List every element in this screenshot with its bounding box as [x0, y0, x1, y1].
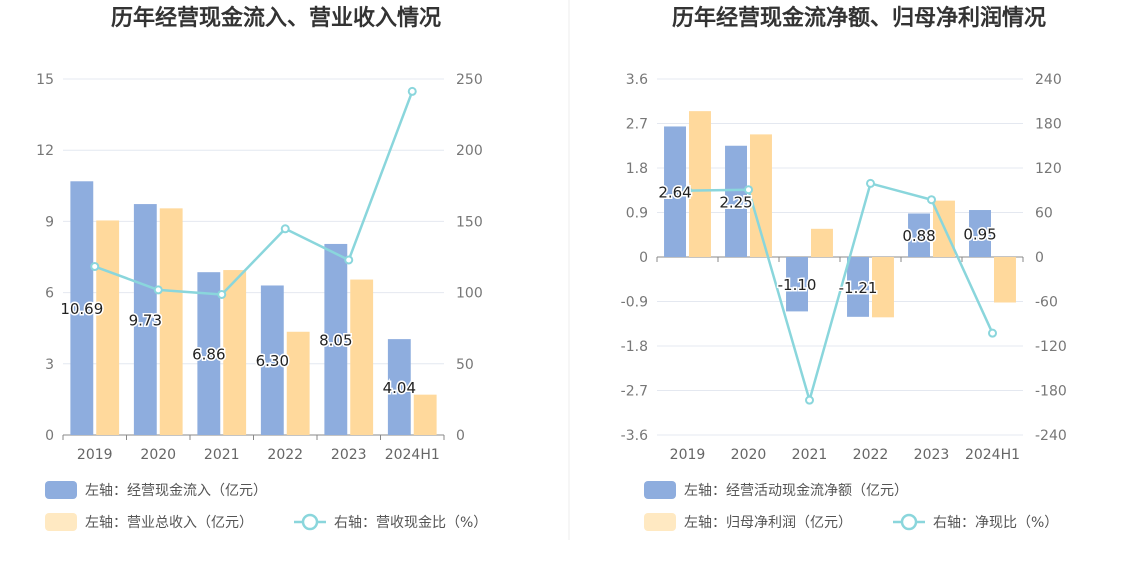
c1-legend-label-series3: 右轴：营收现金比（%） — [334, 515, 487, 531]
c2-left-tick-label: 3.6 — [626, 72, 648, 88]
c1-left-tick-label: 6 — [45, 286, 54, 302]
c1-bar-series2 — [96, 220, 119, 435]
c1-line-point — [155, 286, 162, 293]
c1-bar-series2 — [223, 270, 246, 435]
c2-line-point — [928, 196, 935, 203]
c2-right-tick-label: 0 — [1035, 250, 1044, 266]
c2-x-tick-label: 2024H1 — [965, 447, 1020, 463]
c2-data-label: -1.10 — [778, 276, 817, 294]
c1-x-tick-label: 2024H1 — [385, 447, 440, 463]
c1-left-tick-label: 3 — [45, 357, 54, 373]
c2-x-tick-label: 2019 — [670, 447, 706, 463]
c2-data-label: -1.21 — [839, 279, 878, 297]
c2-line-point — [745, 186, 752, 193]
c2-data-label: 0.88 — [902, 227, 935, 245]
c1-line-point — [345, 256, 352, 263]
c2-data-label: 2.25 — [719, 193, 752, 211]
c1-bar-series2 — [414, 395, 437, 435]
c2-legend-label-series2: 左轴：归母净利润（亿元） — [684, 514, 852, 531]
c1-data-label: 8.05 — [319, 331, 352, 349]
c1-line-point — [218, 291, 225, 298]
c2-right-tick-label: 60 — [1035, 206, 1053, 222]
c1-left-tick-label: 12 — [36, 143, 54, 159]
c2-bar-series2 — [811, 229, 833, 257]
c1-bar-series2 — [350, 280, 373, 435]
c2-x-tick-label: 2022 — [853, 447, 889, 463]
c1-legend-marker-series3 — [303, 515, 317, 529]
c1-legend-label-series2: 左轴：营业总收入（亿元） — [85, 515, 253, 531]
c1-left-tick-label: 15 — [36, 72, 54, 88]
c2-right-tick-label: 120 — [1035, 161, 1062, 177]
c1-data-label: 6.86 — [192, 346, 225, 364]
c1-data-label: 4.04 — [383, 379, 416, 397]
c2-title: 历年经营现金流净额、归母净利润情况 — [672, 5, 1046, 31]
c2-line-point — [806, 397, 813, 404]
c1-x-tick-label: 2021 — [204, 447, 240, 463]
c2-left-tick-label: -2.7 — [621, 384, 648, 400]
c2-right-tick-label: 180 — [1035, 117, 1062, 133]
c2-x-tick-label: 2020 — [731, 447, 767, 463]
c1-left-tick-label: 9 — [45, 214, 54, 230]
c2-right-tick-label: -120 — [1035, 339, 1067, 355]
c1-right-tick-label: 250 — [456, 72, 483, 88]
c1-x-tick-label: 2020 — [140, 447, 176, 463]
c1-data-label: 6.30 — [256, 352, 289, 370]
c1-bar-series2 — [160, 208, 183, 435]
c1-data-label: 9.73 — [129, 312, 162, 330]
c2-bar-series2 — [750, 134, 772, 257]
c2-legend-label-series1: 左轴：经营活动现金流净额（亿元） — [684, 483, 908, 499]
c2-right-tick-label: 240 — [1035, 72, 1062, 88]
c2-left-tick-label: 2.7 — [626, 117, 648, 133]
c1-title: 历年经营现金流入、营业收入情况 — [111, 5, 441, 31]
c1-x-tick-label: 2019 — [77, 447, 113, 463]
c1-legend-swatch-series1 — [45, 481, 77, 499]
c1-legend-swatch-series2 — [45, 513, 77, 531]
c2-legend-swatch-series1 — [644, 481, 676, 499]
c2-left-tick-label: 0 — [639, 250, 648, 266]
c2-bar-series2 — [994, 257, 1016, 302]
c2-left-tick-label: -0.9 — [621, 295, 648, 311]
c2-right-tick-label: -180 — [1035, 384, 1067, 400]
c2-legend-label-series3: 右轴：净现比（%） — [933, 515, 1058, 531]
c1-line-point — [282, 225, 289, 232]
c1-left-tick-label: 0 — [45, 428, 54, 444]
charts-canvas: 历年经营现金流入、营业收入情况 0 0 3 50 6 100 9 150 12 200 15 250 20… — [0, 0, 1134, 582]
c2-right-tick-label: -240 — [1035, 428, 1067, 444]
c2-legend-swatch-series2 — [644, 513, 676, 531]
c1-x-tick-label: 2023 — [331, 447, 367, 463]
c2-bar-series2 — [689, 111, 711, 257]
c2-left-tick-label: -1.8 — [621, 339, 648, 355]
c2-data-label: 2.64 — [658, 184, 691, 202]
c2-line-point — [989, 330, 996, 337]
page: 历年经营现金流入、营业收入情况 0 0 3 50 6 100 9 150 12 200 15 250 20… — [0, 0, 1134, 582]
c1-right-tick-label: 0 — [456, 428, 465, 444]
c1-bar-series2 — [287, 332, 310, 435]
c1-line-point — [409, 88, 416, 95]
c2-x-tick-label: 2023 — [914, 447, 950, 463]
c1-right-tick-label: 200 — [456, 143, 483, 159]
c1-line-point — [91, 263, 98, 270]
c1-right-tick-label: 100 — [456, 286, 483, 302]
c2-x-tick-label: 2021 — [792, 447, 828, 463]
c2-legend-marker-series3 — [902, 515, 916, 529]
c2-right-tick-label: -60 — [1035, 295, 1058, 311]
c1-data-label: 10.69 — [60, 300, 103, 318]
c1-x-tick-label: 2022 — [267, 447, 303, 463]
c2-left-tick-label: 0.9 — [626, 206, 648, 222]
c2-data-label: 0.95 — [963, 226, 996, 244]
c1-right-tick-label: 50 — [456, 357, 474, 373]
c2-left-tick-label: 1.8 — [626, 161, 648, 177]
c2-left-tick-label: -3.6 — [621, 428, 648, 444]
c2-line-point — [867, 180, 874, 187]
c1-right-tick-label: 150 — [456, 214, 483, 230]
c1-legend-label-series1: 左轴：经营现金流入（亿元） — [85, 483, 267, 499]
